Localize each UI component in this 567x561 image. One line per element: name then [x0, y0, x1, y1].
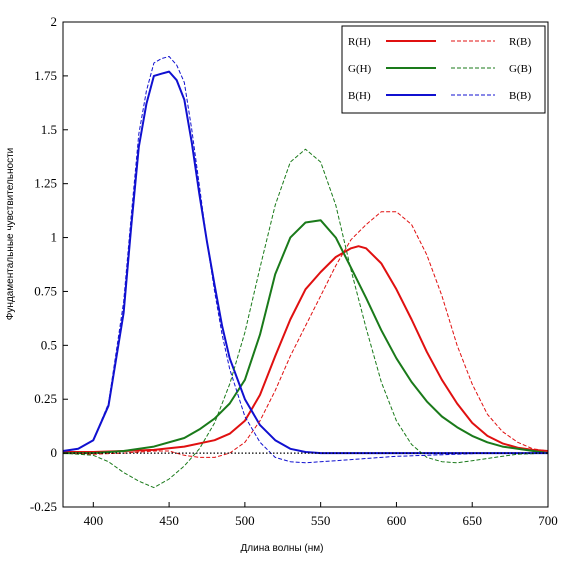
plot-frame [62, 21, 549, 508]
legend: R(H) G(H) B(H) R(B) G(B) B(B) [341, 25, 546, 114]
y-axis-title: Фундаментальные чувствительности [5, 148, 16, 321]
y-axis-ticks: -0.25 0 0.25 0.5 0.75 1 1.25 1.5 1.75 2 [30, 14, 68, 514]
x-tick-label: 450 [159, 513, 179, 528]
y-tick-label: 2 [51, 14, 58, 29]
series-line-bb [62, 56, 548, 464]
legend-label: B(H) [348, 90, 371, 102]
x-tick-label: 550 [311, 513, 331, 528]
series-line-gh [63, 219, 549, 455]
y-tick-label: 0.25 [34, 391, 57, 406]
legend-items: R(H) G(H) B(H) R(B) G(B) B(B) [348, 36, 532, 102]
series-line-rb [62, 211, 549, 458]
x-tick-label: 500 [235, 513, 255, 528]
x-tick-label: 600 [387, 513, 407, 528]
legend-label: G(B) [509, 63, 532, 75]
series-line-rh [63, 245, 549, 453]
y-tick-label: 1 [51, 230, 58, 245]
y-tick-label: 1.5 [41, 122, 57, 137]
series-line-gb [62, 148, 549, 489]
x-axis-ticks: 400 450 500 550 600 650 700 [84, 502, 558, 528]
y-tick-label: 0.5 [41, 337, 57, 352]
legend-box [341, 25, 546, 114]
y-tick-label: 0.75 [34, 283, 57, 298]
y-tick-label: 1.25 [34, 176, 57, 191]
legend-label: G(H) [348, 63, 372, 75]
x-tick-label: 400 [84, 513, 104, 528]
x-axis-title: Длина волны (нм) [241, 543, 324, 554]
legend-label: R(B) [509, 36, 531, 48]
y-tick-label: 1.75 [34, 68, 57, 83]
legend-label: R(H) [348, 36, 371, 48]
x-tick-label: 700 [538, 513, 558, 528]
x-tick-label: 650 [462, 513, 482, 528]
legend-label: B(B) [509, 90, 531, 102]
y-tick-label: 0 [51, 445, 58, 460]
y-tick-label: -0.25 [30, 499, 57, 514]
